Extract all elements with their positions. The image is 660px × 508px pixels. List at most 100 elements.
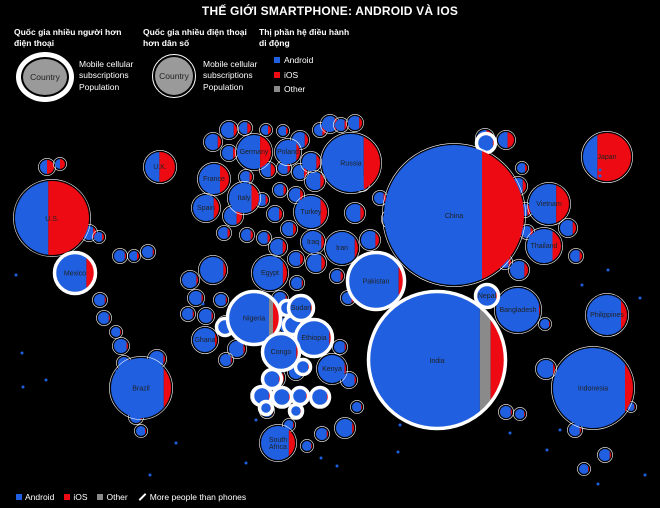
ios-share (301, 277, 303, 289)
population-outline (134, 424, 148, 438)
small-country-bubble (268, 237, 288, 257)
ios-share (265, 194, 268, 206)
android-share (199, 164, 220, 194)
ios-share (120, 327, 121, 337)
android-share (291, 406, 301, 416)
android-share (334, 341, 345, 353)
country-bubble-ghana: Ghana (191, 326, 219, 354)
ios-share (322, 124, 326, 136)
ios-share (361, 402, 362, 412)
small-country-bubble (140, 244, 156, 260)
small-country-bubble (203, 132, 223, 152)
android-share (241, 229, 251, 241)
android-share (361, 231, 376, 249)
small-country-bubble (266, 205, 284, 223)
small-country-bubble (314, 426, 330, 442)
ring-slash-icon (138, 493, 147, 501)
country-label: South Africa (269, 437, 287, 451)
ios-share (137, 251, 139, 261)
more-people-ring (287, 402, 305, 420)
small-country-bubble (300, 439, 314, 453)
ios-share (296, 140, 300, 164)
population-outline (38, 158, 56, 176)
country-label: Bangladesh (500, 307, 537, 314)
android-share (302, 441, 311, 451)
ios-share (522, 178, 526, 194)
ios-share (196, 272, 198, 288)
country-label: Poland (277, 149, 299, 156)
ios-share (124, 250, 126, 262)
population-outline (300, 229, 326, 255)
population-outline (494, 286, 542, 334)
population-outline (266, 205, 284, 223)
small-country-bubble (340, 371, 358, 389)
population-outline (259, 424, 297, 462)
country-bubble-ethiopia: Ethiopia (293, 317, 335, 359)
android-share (261, 426, 289, 460)
bottom-other-label: Other (106, 492, 128, 502)
small-country-bubble (300, 151, 322, 173)
tiny-country-dot (244, 461, 248, 465)
bottom-legend-more-people: More people than phones (138, 492, 246, 502)
country-bubble-turkey: Turkey (293, 194, 329, 230)
ios-share (300, 406, 301, 416)
population-outline (515, 161, 529, 175)
small-country-bubble (213, 292, 229, 308)
android-share (478, 135, 493, 151)
country-bubble-vietnam: Vietnam (527, 182, 571, 226)
android-share (521, 226, 531, 238)
small-country-bubble (287, 250, 305, 268)
ios-share (320, 172, 324, 190)
tiny-country-dot (174, 441, 178, 445)
android-share (579, 464, 588, 474)
population-outline (92, 292, 108, 308)
small-ring-bubble (289, 385, 311, 407)
android-share (222, 146, 234, 160)
population-outline (280, 220, 298, 238)
android-share (220, 354, 231, 366)
bottom-more-people-label: More people than phones (149, 492, 247, 502)
country-bubble-thailand: Thailand (525, 227, 563, 265)
ios-share (215, 328, 217, 352)
more-people-ring (473, 282, 501, 310)
ios-share (282, 256, 287, 290)
small-country-bubble (359, 229, 381, 251)
ios-share (288, 426, 295, 460)
legend-mobile-label: Mobile cellular subscriptions (79, 59, 134, 80)
ios-share (243, 341, 245, 357)
ios-share (268, 125, 271, 135)
population-outline (382, 143, 526, 287)
tiny-country-dot (319, 456, 323, 460)
small-country-bubble (346, 114, 364, 132)
ios-share (126, 339, 128, 353)
country-bubble-italy: Italy (227, 181, 261, 215)
ios-share (220, 164, 229, 194)
ios-swatch (274, 72, 280, 78)
android-share (500, 406, 511, 418)
small-ring-bubble (308, 385, 332, 409)
ios-share (192, 308, 194, 320)
more-people-ring (225, 289, 283, 347)
country-bubble-u-k-: U.K. (143, 150, 177, 184)
population-outline (191, 193, 221, 223)
more-people-ring (260, 331, 302, 373)
small-ring-bubble (260, 367, 284, 391)
legend-ios: iOS (274, 70, 298, 80)
small-country-bubble (304, 170, 326, 192)
small-country-bubble (38, 158, 56, 176)
ios-share (556, 184, 569, 224)
population-outline (329, 268, 345, 284)
country-label: Brazil (132, 385, 150, 392)
android-share (599, 449, 610, 461)
more-people-ring (286, 293, 316, 323)
population-outline (577, 462, 591, 476)
ios-share (383, 192, 386, 204)
population-outline (219, 120, 239, 140)
tiny-country-dot (643, 473, 647, 477)
more-people-ring (52, 250, 98, 296)
population-outline (344, 202, 366, 224)
android-share (205, 134, 218, 150)
bottom-legend-android: Android (16, 492, 54, 502)
ios-share (363, 134, 380, 192)
small-country-bubble (334, 417, 356, 439)
